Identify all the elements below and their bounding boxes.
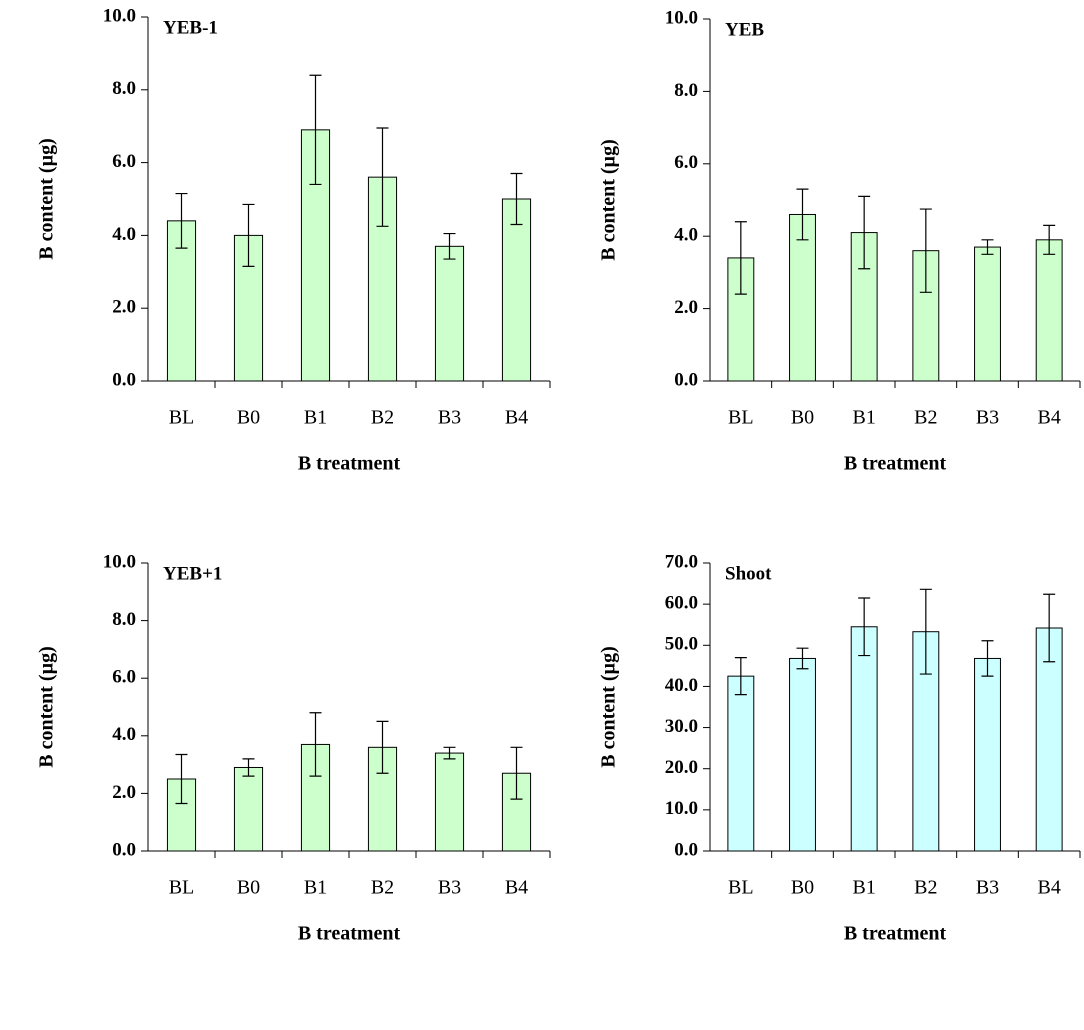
- y-tick-label: 8.0: [674, 80, 698, 101]
- y-axis-label: B content (µg): [598, 139, 620, 261]
- bar: [728, 676, 754, 851]
- chart: 0.0 2.0 4.0 6.0 8.0 10.0 BL B0 B1 B2 B3 B4 YEB-1 B tr…: [0, 0, 1084, 1030]
- y-tick-label: 6.0: [112, 667, 136, 688]
- x-tick-label: B3: [438, 877, 461, 899]
- y-tick-label: 6.0: [674, 152, 698, 173]
- x-tick-label: BL: [728, 877, 754, 899]
- x-tick-label: B3: [976, 877, 999, 899]
- x-axis-label: B treatment: [844, 923, 947, 945]
- x-tick-label: B2: [371, 877, 394, 899]
- y-tick-label: 10.0: [665, 798, 698, 819]
- y-tick-label: 60.0: [665, 593, 698, 614]
- x-tick-label: BL: [728, 407, 754, 429]
- y-tick-label: 0.0: [674, 839, 698, 860]
- bar: [975, 247, 1001, 381]
- panel-title: YEB-1: [163, 17, 218, 38]
- y-tick-label: 10.0: [665, 7, 698, 28]
- y-tick-label: 0.0: [674, 369, 698, 390]
- x-tick-label: B4: [505, 877, 528, 899]
- y-tick-label: 30.0: [665, 716, 698, 737]
- bar: [435, 753, 463, 851]
- y-tick-label: 8.0: [112, 609, 136, 630]
- y-axis-label: B content (µg): [598, 646, 620, 768]
- x-axis-label: B treatment: [844, 453, 947, 475]
- x-tick-label: B0: [237, 877, 260, 899]
- x-tick-label: B0: [237, 407, 260, 429]
- y-tick-label: 0.0: [112, 839, 136, 860]
- y-tick-label: 6.0: [112, 151, 136, 172]
- x-tick-label: B3: [438, 407, 461, 429]
- panel-title: Shoot: [725, 563, 772, 584]
- x-tick-label: B1: [852, 407, 875, 429]
- y-tick-label: 70.0: [665, 551, 698, 572]
- y-tick-label: 10.0: [103, 551, 136, 572]
- x-tick-label: B2: [371, 407, 394, 429]
- y-tick-label: 2.0: [112, 782, 136, 803]
- y-tick-label: 4.0: [674, 225, 698, 246]
- x-tick-label: B1: [304, 877, 327, 899]
- y-axis-label: B content (µg): [36, 138, 58, 260]
- bar: [502, 199, 530, 381]
- y-tick-label: 2.0: [674, 297, 698, 318]
- y-tick-label: 2.0: [112, 297, 136, 318]
- x-tick-label: B3: [976, 407, 999, 429]
- bar: [234, 767, 262, 851]
- x-axis-label: B treatment: [298, 453, 401, 475]
- x-axis-label: B treatment: [298, 923, 401, 945]
- y-tick-label: 40.0: [665, 675, 698, 696]
- y-tick-label: 8.0: [112, 78, 136, 99]
- y-axis-label: B content (µg): [36, 646, 58, 768]
- x-tick-label: B2: [914, 407, 937, 429]
- bar: [975, 658, 1001, 851]
- x-tick-label: B1: [852, 877, 875, 899]
- bar: [851, 627, 877, 851]
- x-tick-label: B0: [791, 407, 814, 429]
- x-tick-label: B0: [791, 877, 814, 899]
- x-tick-label: B2: [914, 877, 937, 899]
- x-tick-label: B4: [1037, 407, 1060, 429]
- x-tick-label: BL: [169, 407, 195, 429]
- panel-title: YEB+1: [163, 563, 222, 584]
- bar: [435, 246, 463, 381]
- panel-title: YEB: [725, 19, 764, 40]
- y-tick-label: 4.0: [112, 224, 136, 245]
- y-tick-label: 0.0: [112, 369, 136, 390]
- x-tick-label: B4: [505, 407, 528, 429]
- y-tick-label: 50.0: [665, 634, 698, 655]
- x-tick-label: B1: [304, 407, 327, 429]
- y-tick-label: 20.0: [665, 757, 698, 778]
- bar: [1036, 240, 1062, 381]
- bar: [790, 658, 816, 851]
- x-tick-label: B4: [1037, 877, 1060, 899]
- x-tick-label: BL: [169, 877, 195, 899]
- y-tick-label: 4.0: [112, 724, 136, 745]
- y-tick-label: 10.0: [103, 5, 136, 26]
